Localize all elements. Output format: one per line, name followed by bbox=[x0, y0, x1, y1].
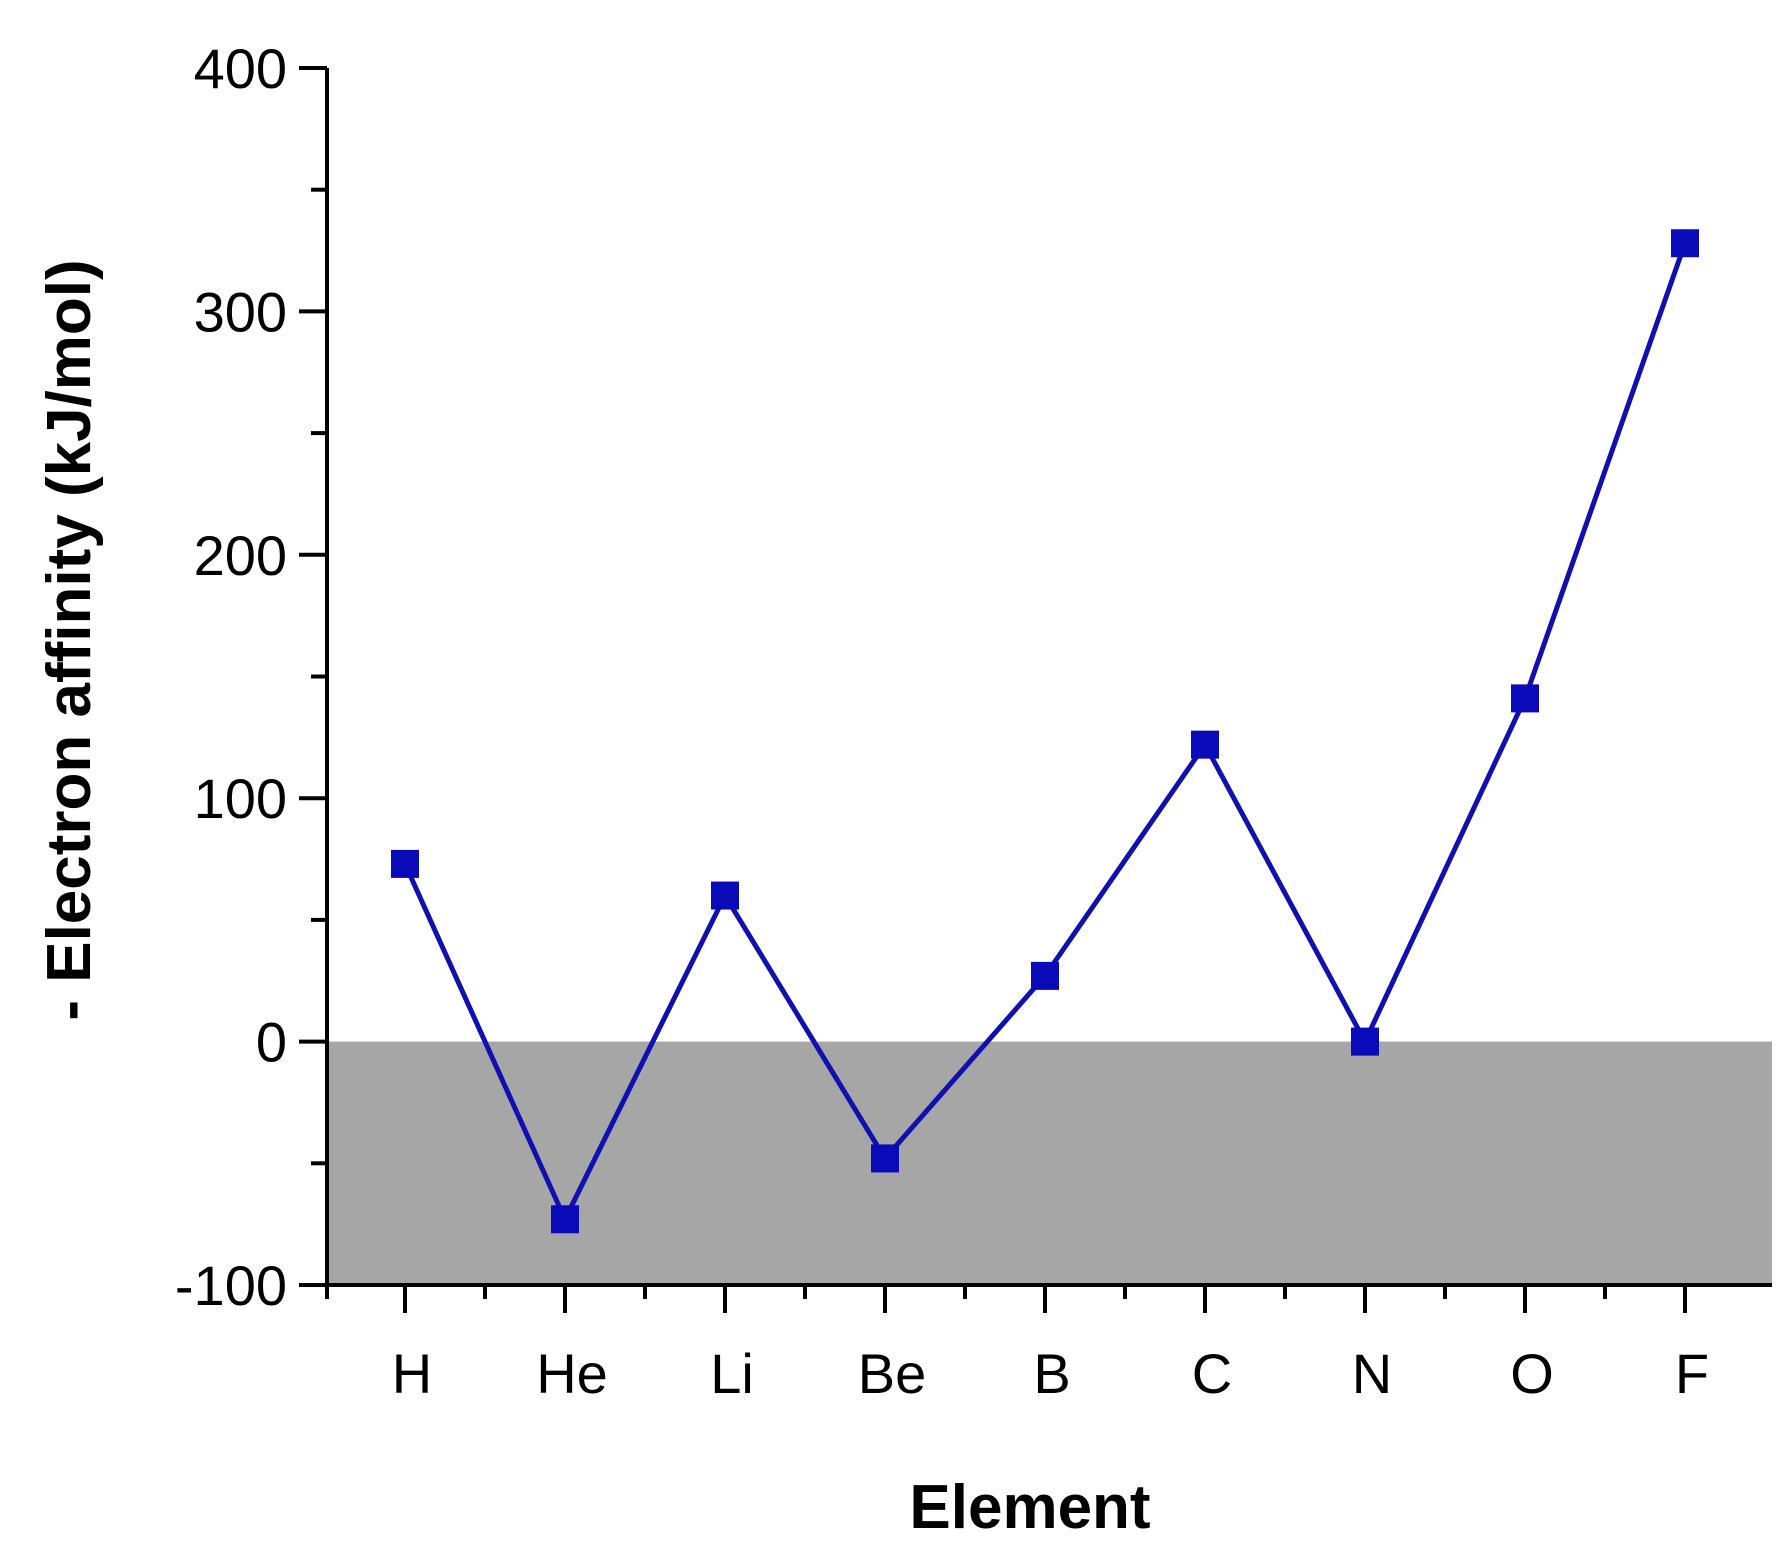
x-tick-label-n: N bbox=[1352, 1342, 1392, 1405]
data-point-c bbox=[1191, 730, 1219, 759]
data-point-n bbox=[1351, 1027, 1379, 1056]
y-tick-label: 100 bbox=[194, 767, 287, 830]
x-tick-label-b: B bbox=[1033, 1342, 1070, 1405]
x-tick-label-c: C bbox=[1192, 1342, 1232, 1405]
x-tick-label-f: F bbox=[1675, 1342, 1709, 1405]
x-tick-label-li: Li bbox=[710, 1342, 754, 1405]
y-axis-ticks: -100 0 100 200 300 400 bbox=[175, 37, 327, 1317]
data-point-be bbox=[871, 1144, 899, 1173]
y-tick-label: 300 bbox=[194, 280, 287, 343]
data-point-b bbox=[1031, 961, 1059, 990]
negative-shade-rect bbox=[328, 1041, 1772, 1285]
y-tick-label: 200 bbox=[194, 524, 287, 587]
x-tick-label-be: Be bbox=[858, 1342, 927, 1405]
x-tick-label-h: H bbox=[392, 1342, 432, 1405]
data-point-o bbox=[1511, 684, 1539, 713]
data-point-li bbox=[711, 881, 739, 910]
x-tick-label-he: He bbox=[536, 1342, 608, 1405]
x-axis-title: Element bbox=[909, 1473, 1150, 1542]
y-tick-label: 0 bbox=[256, 1011, 287, 1074]
y-tick-label: -100 bbox=[175, 1254, 287, 1317]
data-point-f bbox=[1671, 229, 1699, 258]
x-axis-ticks: H He Li Be B C N O F bbox=[325, 1285, 1709, 1405]
y-tick-label: 400 bbox=[194, 37, 287, 100]
x-tick-label-o: O bbox=[1510, 1342, 1554, 1405]
data-point-h bbox=[391, 849, 419, 878]
y-axis-title: - Electron affinity (kJ/mol) bbox=[35, 259, 104, 1020]
data-point-he bbox=[551, 1205, 579, 1234]
negative-region-shading bbox=[328, 1041, 1772, 1285]
series-markers bbox=[391, 229, 1699, 1234]
